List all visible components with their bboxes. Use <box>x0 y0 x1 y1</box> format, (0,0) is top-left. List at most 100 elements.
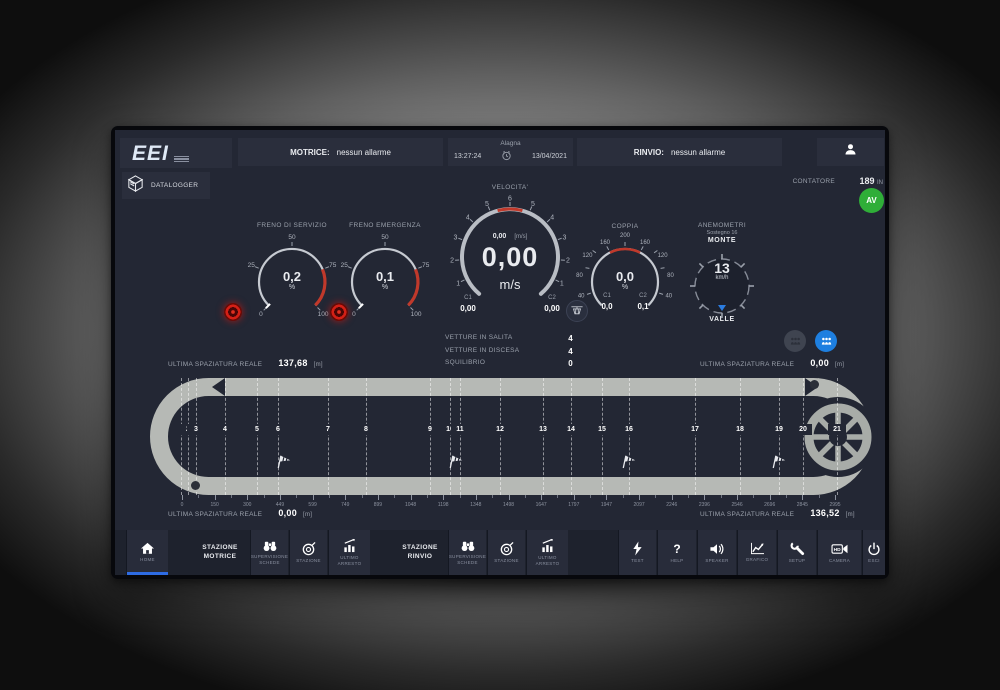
svg-text:HD: HD <box>833 547 841 553</box>
svg-text:6: 6 <box>508 196 512 203</box>
stazione-rinvio-button[interactable]: STAZIONE <box>487 530 525 575</box>
scale-minor-tick <box>361 495 363 498</box>
scale-minor-tick <box>720 495 722 498</box>
scale-tick <box>606 495 608 500</box>
coppia-title: COPPIA <box>611 223 639 230</box>
svg-text:200: 200 <box>620 233 631 239</box>
rinvio-status: nessun allarme <box>670 147 726 157</box>
scale-tick <box>639 495 641 500</box>
help-button[interactable]: ? HELP <box>657 530 696 575</box>
anemometri-gauge <box>690 254 754 318</box>
datalogger-label: DATALOGGER <box>151 182 199 189</box>
supervisione-motrice-button[interactable]: SUPERVISIONE SCHEDE <box>250 530 288 575</box>
wind-direction-arrow <box>718 305 726 311</box>
scale-tick <box>769 495 771 500</box>
scale-minor-tick <box>263 495 265 498</box>
svg-text:100: 100 <box>411 311 422 318</box>
scale-minor-tick <box>296 495 298 498</box>
scale-tick <box>802 495 804 500</box>
scale-label: 1498 <box>502 502 515 508</box>
scale-tick <box>541 495 543 500</box>
scale-tick <box>377 495 379 500</box>
anemometri-value: 13 km/h <box>714 260 730 281</box>
brand-logo-text: EEI <box>132 141 169 165</box>
scale-minor-tick <box>590 495 592 498</box>
supervisione-rinvio-button[interactable]: SUPERVISIONE SCHEDE <box>448 530 486 575</box>
home-button[interactable]: HOME <box>126 530 168 575</box>
clock-date: 13/04/2021 <box>531 153 567 160</box>
passengers-on-toggle[interactable] <box>815 330 837 352</box>
motrice-label: MOTRICE: <box>290 147 330 157</box>
velocita-c2: C2 0,00 <box>544 295 560 313</box>
spaziatura-top-left: ULTIMA SPAZIATURA REALE 137,68 [m] <box>168 358 323 368</box>
svg-text:160: 160 <box>600 240 611 246</box>
coppia-gauge: 40 80 120 160 200 160 120 80 40 <box>576 233 674 307</box>
scale-tick <box>573 495 575 500</box>
svg-text:100: 100 <box>318 311 329 318</box>
test-button[interactable]: TEST <box>618 530 656 575</box>
gondola-icon <box>566 300 588 322</box>
svg-text:25: 25 <box>248 262 256 269</box>
datalogger-button[interactable]: DATALOGGER <box>122 172 210 199</box>
datalogger-icon <box>126 174 145 198</box>
stazione-rinvio-label: STAZIONE RINVIO <box>402 543 438 560</box>
stazione-motrice-label: STAZIONE MOTRICE <box>202 543 238 560</box>
scale-minor-tick <box>492 495 494 498</box>
av-direction-badge[interactable]: AV <box>859 188 884 213</box>
scale-label: 1647 <box>535 502 547 508</box>
passengers-off-toggle[interactable] <box>784 330 806 352</box>
scale-minor-tick <box>230 495 232 498</box>
velocita-gauge: 1 2 3 4 5 6 5 4 3 2 1 <box>450 196 570 296</box>
coppia-c1: C1 0,0 <box>601 293 613 311</box>
svg-text:5: 5 <box>531 201 535 208</box>
vetture-salita-row: VETTURE IN SALITA 4 <box>445 334 573 343</box>
scale-minor-tick <box>818 495 820 498</box>
scale-label: 1947 <box>600 502 612 508</box>
svg-text:75: 75 <box>329 262 337 269</box>
svg-text:4: 4 <box>550 215 554 222</box>
freno-emergenza-title: FRENO EMERGENZA <box>349 222 421 229</box>
scale-tick <box>475 495 477 500</box>
anemometri-subtitle: Sostegno 16 <box>706 230 738 237</box>
bottom-toolbar: HOME STAZIONE MOTRICE SUPERVISIONE SCHEDE … <box>115 530 885 575</box>
stazione-motrice-button[interactable]: STAZIONE <box>289 530 327 575</box>
rinvio-alarm-banner[interactable]: RINVIO: nessun allarme <box>577 138 782 166</box>
supervisione-label: SUPERVISIONE SCHEDE <box>250 553 289 565</box>
scale-minor-tick <box>786 495 788 498</box>
freno-servizio-title: FRENO DI SERVIZIO <box>257 222 327 229</box>
svg-text:5: 5 <box>485 201 489 208</box>
scale-label: 749 <box>341 502 350 508</box>
svg-text:0: 0 <box>259 311 263 318</box>
camera-button[interactable]: HD CAMERA <box>817 530 861 575</box>
svg-text:80: 80 <box>667 273 674 279</box>
scale-minor-tick <box>394 495 396 498</box>
svg-text:1: 1 <box>456 281 460 288</box>
ultimo-arresto-rinvio-button[interactable]: ULTIMO ARRESTO <box>526 530 568 575</box>
setup-button[interactable]: SETUP <box>777 530 816 575</box>
scale-label: 1198 <box>437 502 449 508</box>
velocita-value: 0,00 <box>481 242 539 272</box>
esci-button[interactable]: ESCI <box>862 530 885 575</box>
scale-tick <box>247 495 249 500</box>
motrice-alarm-banner[interactable]: MOTRICE: nessun allarme <box>238 138 443 166</box>
speaker-button[interactable]: SPEAKER <box>697 530 736 575</box>
spaziatura-bottom-right: ULTIMA SPAZIATURA REALE 136,52 [m] <box>700 508 855 518</box>
brand-logo: EEI <box>120 138 232 168</box>
scale-label: 1348 <box>470 502 482 508</box>
scale-minor-tick <box>688 495 690 498</box>
user-button[interactable] <box>817 138 884 166</box>
ultimo-arresto-motrice-button[interactable]: ULTIMO ARRESTO <box>328 530 370 575</box>
scale-tick <box>214 495 216 500</box>
scale-tick <box>671 495 673 500</box>
hmi-screen: EEI MOTRICE: nessun allarme Alagna 13:27… <box>115 130 885 575</box>
clock-time: 13:27:24 <box>454 153 482 160</box>
scale-minor-tick <box>198 495 200 498</box>
svg-text:25: 25 <box>341 262 349 269</box>
svg-text:0: 0 <box>352 311 356 318</box>
rope-arrow-notch-left <box>212 378 225 396</box>
scale-tick <box>443 495 445 500</box>
svg-text:75: 75 <box>422 262 430 269</box>
ropeway-loop <box>150 378 872 495</box>
grafico-button[interactable]: GRAFICO <box>737 530 776 575</box>
